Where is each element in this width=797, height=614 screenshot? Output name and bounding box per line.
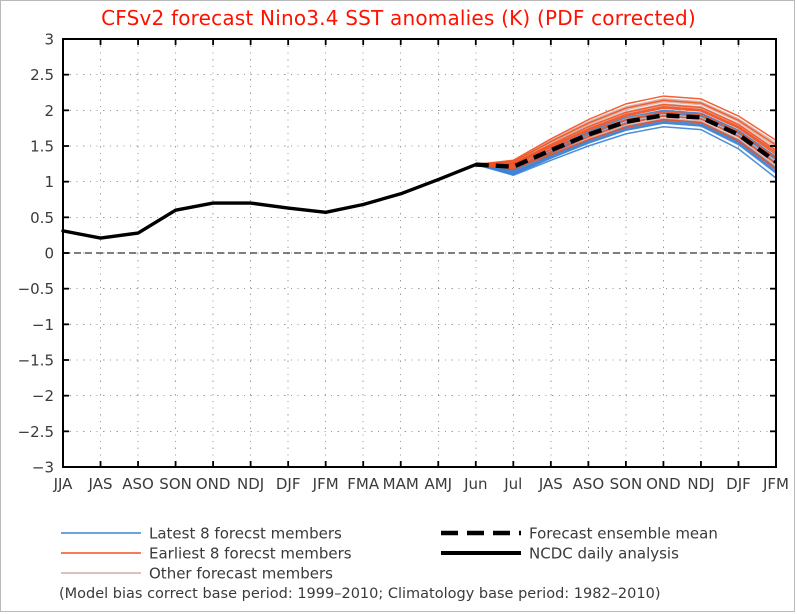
chart-footnote: (Model bias correct base period: 1999–20… bbox=[59, 586, 660, 602]
y-axis-tick-labels: 3 2.5 2 1.5 1 0.5 0 −0.5 −1 −1.5 −2 −2.5 −3 bbox=[18, 31, 54, 477]
x-tick-label: DJF bbox=[276, 475, 301, 493]
x-axis-tick-labels: JJA JAS ASO SON OND NDJ DJF JFM FMA MAM AMJ Jun Jul J… bbox=[53, 475, 789, 493]
y-tick-label: −2.5 bbox=[18, 423, 54, 441]
x-tick-label: SON bbox=[159, 475, 192, 493]
y-tick-label: 1 bbox=[44, 173, 54, 191]
x-tick-label: DJF bbox=[726, 475, 751, 493]
y-tick-label: 0.5 bbox=[30, 209, 54, 227]
y-tick-label: −0.5 bbox=[18, 280, 54, 298]
x-tick-label: Jun bbox=[463, 475, 487, 493]
legend-label: Forecast ensemble mean bbox=[529, 525, 718, 543]
x-tick-label: AMJ bbox=[424, 475, 452, 493]
footnote-label: (Model bias correct base period: 1999–20… bbox=[59, 586, 660, 602]
legend-label: Other forecast members bbox=[149, 565, 333, 583]
y-tick-label: −2 bbox=[32, 387, 54, 405]
y-tick-label: 2 bbox=[44, 102, 54, 120]
x-tick-label: NDJ bbox=[237, 475, 264, 493]
x-tick-label: OND bbox=[196, 475, 231, 493]
y-tick-label: −3 bbox=[32, 459, 54, 477]
chart-title: CFSv2 forecast Nino3.4 SST anomalies (K)… bbox=[101, 6, 696, 30]
y-tick-label: −1.5 bbox=[18, 352, 54, 370]
x-tick-label: JAS bbox=[538, 475, 563, 493]
x-tick-label: JAS bbox=[88, 475, 113, 493]
x-tick-label: JFM bbox=[762, 475, 789, 493]
x-tick-label: ASO bbox=[573, 475, 605, 493]
y-tick-label: 2.5 bbox=[30, 66, 54, 84]
x-tick-label: SON bbox=[610, 475, 643, 493]
y-tick-label: 1.5 bbox=[30, 138, 54, 156]
x-tick-label: JJA bbox=[53, 475, 74, 493]
legend-label: Latest 8 forecst members bbox=[149, 525, 342, 543]
y-tick-label: 0 bbox=[44, 245, 54, 263]
x-tick-label: MAM bbox=[383, 475, 419, 493]
legend-label: NCDC daily analysis bbox=[529, 545, 679, 563]
x-tick-label: Jul bbox=[503, 475, 522, 493]
x-tick-label: OND bbox=[646, 475, 681, 493]
x-tick-label: FMA bbox=[347, 475, 380, 493]
x-tick-label: JFM bbox=[312, 475, 339, 493]
x-tick-label: NDJ bbox=[687, 475, 714, 493]
y-tick-label: −1 bbox=[32, 316, 54, 334]
y-tick-label: 3 bbox=[44, 31, 54, 49]
x-tick-label: ASO bbox=[122, 475, 154, 493]
legend-label: Earliest 8 forecst members bbox=[149, 545, 352, 563]
ncdc-daily-analysis-line bbox=[61, 162, 478, 240]
forecast-ensemble-mean-line bbox=[475, 113, 778, 169]
chart-legend: Latest 8 forecst members Earliest 8 forec… bbox=[61, 525, 718, 583]
axis-frame bbox=[61, 37, 778, 469]
